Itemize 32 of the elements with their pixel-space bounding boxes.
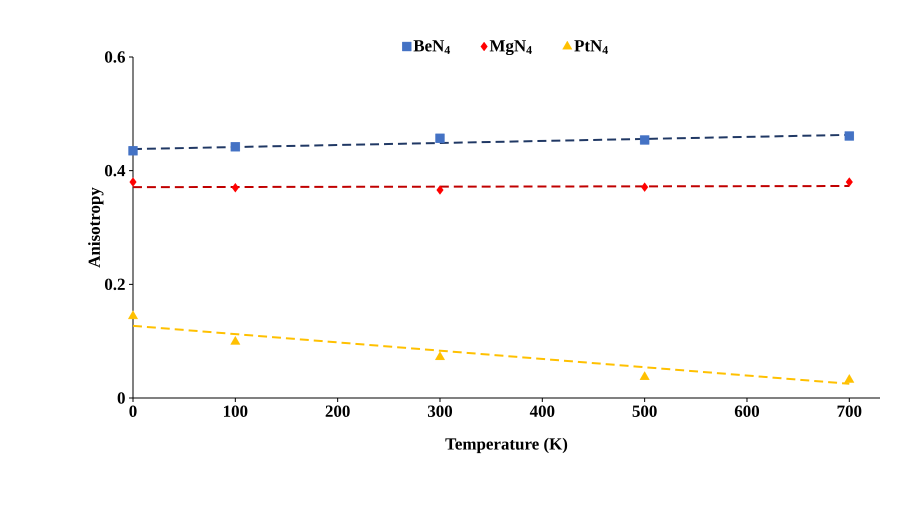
- x-tick-label: 400: [530, 406, 554, 417]
- y-tick-label: 0.2: [104, 278, 125, 290]
- point: [435, 351, 445, 360]
- legend-label: MgN$_{4}$: [490, 40, 532, 56]
- y-tick-label: 0: [118, 392, 125, 404]
- point: [844, 374, 854, 383]
- x-tick-label: 300: [428, 406, 452, 417]
- y-axis-title: Anisotropy: [88, 187, 104, 268]
- point: [128, 146, 138, 156]
- point: [641, 182, 648, 192]
- x-tick-label: 500: [632, 406, 657, 417]
- point: [128, 310, 138, 320]
- point: [846, 177, 853, 187]
- x-tick-label: 600: [734, 406, 760, 417]
- x-tick-label: 700: [838, 406, 862, 417]
- point: [232, 183, 239, 192]
- point: [844, 131, 854, 141]
- point: [436, 185, 444, 195]
- x-axis-title: Temperature (K): [445, 438, 568, 454]
- legend-label: BeN$_{4}$: [414, 40, 450, 54]
- legend-label: PtN$_{4}$: [574, 40, 608, 54]
- point: [230, 142, 240, 152]
- point: [435, 134, 445, 143]
- x-tick-label: 100: [224, 406, 248, 417]
- point: [640, 371, 650, 380]
- point: [230, 336, 240, 345]
- point: [129, 177, 137, 187]
- point: [640, 135, 650, 145]
- x-tick-label: 0: [129, 406, 137, 417]
- y-tick-label: 0.6: [104, 51, 125, 63]
- y-tick-label: 0.4: [104, 164, 126, 176]
- x-tick-label: 200: [326, 406, 350, 417]
